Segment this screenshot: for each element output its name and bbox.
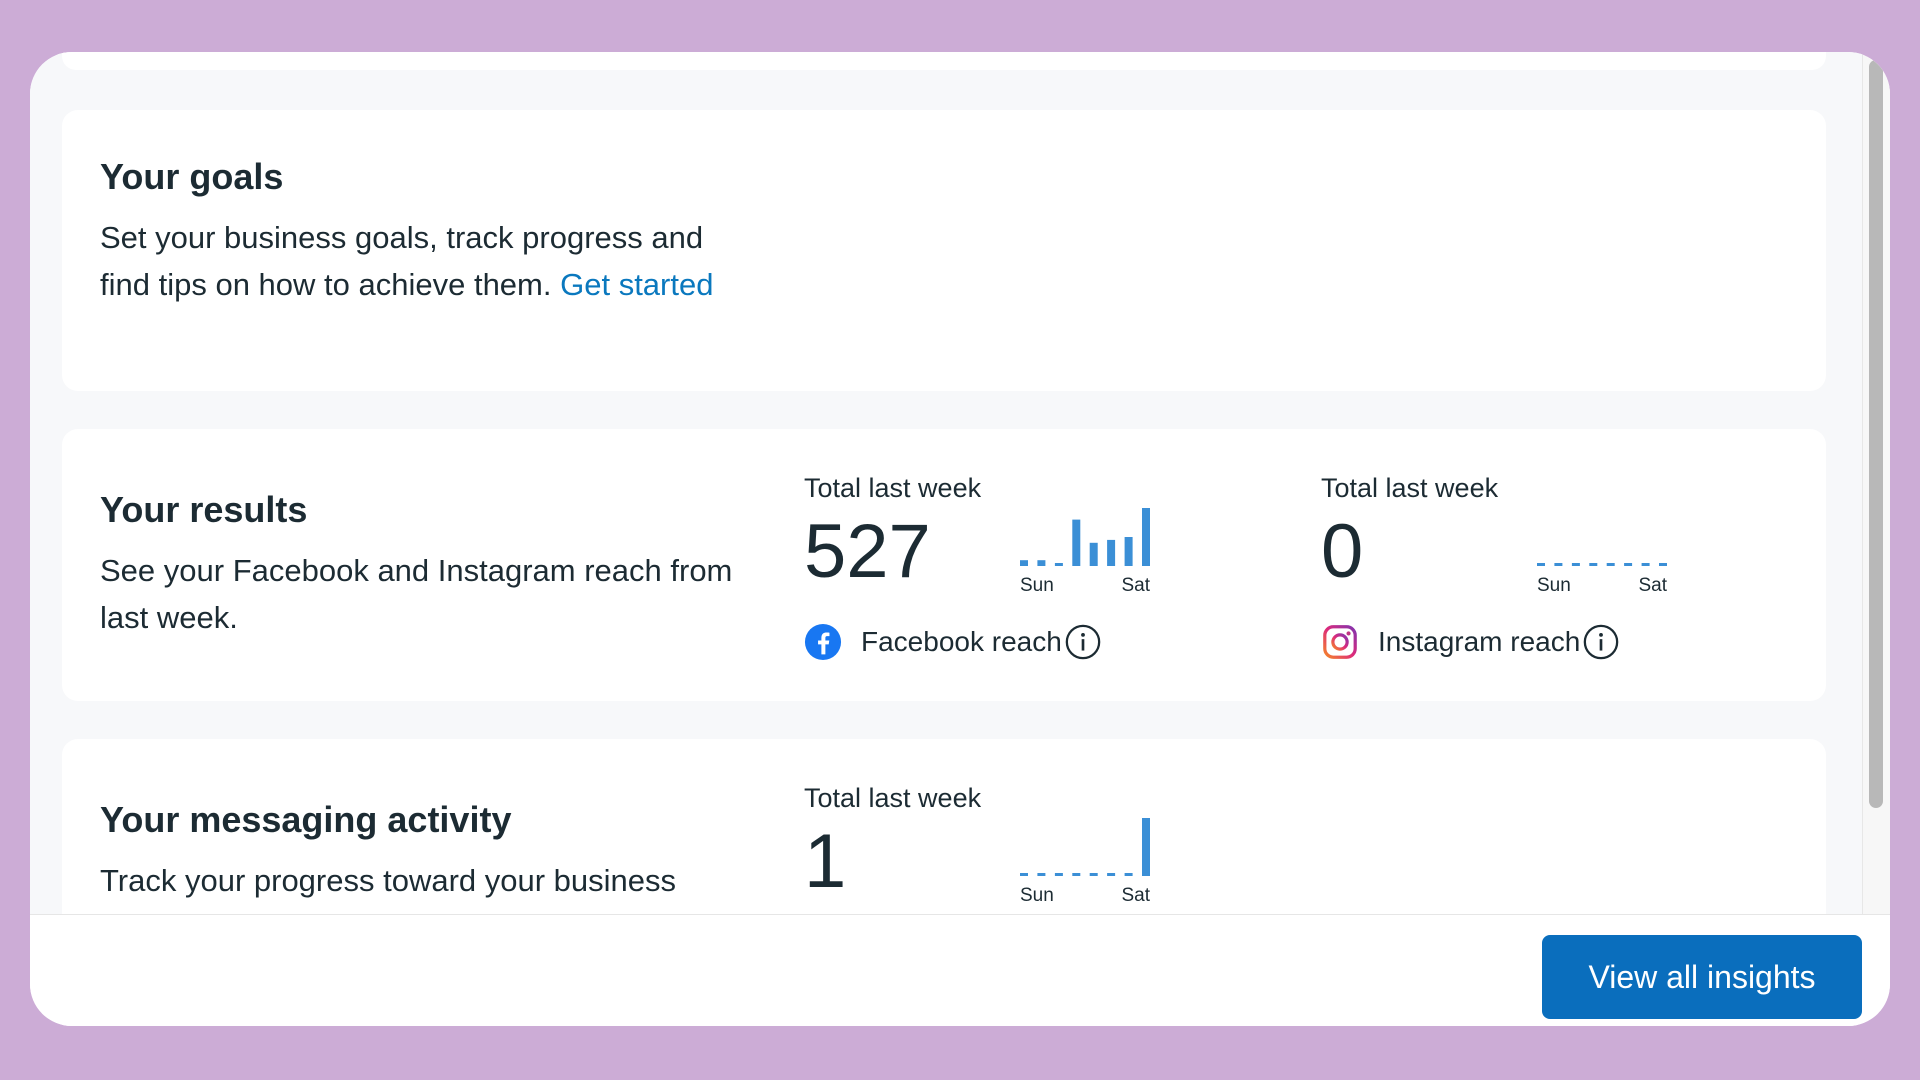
sparkline-bar [1142, 818, 1150, 876]
get-started-link[interactable]: Get started [560, 267, 714, 302]
view-all-insights-button[interactable]: View all insights [1542, 935, 1862, 1019]
sparkline-bar [1142, 508, 1150, 566]
instagram-icon [1323, 625, 1357, 659]
sparkline-empty-marker [1571, 563, 1580, 566]
sparkline-empty-marker [1554, 563, 1563, 566]
sparkline-bar [1107, 539, 1116, 566]
messaging-title: Your messaging activity [100, 799, 512, 840]
info-icon[interactable] [1064, 623, 1102, 661]
facebook-sparkline-end-label: Sat [1121, 575, 1150, 596]
insights-scroll-area[interactable]: Your goals Set your business goals, trac… [30, 52, 1862, 914]
messaging-sparkline-start-label: Sun [1020, 885, 1054, 906]
results-card: Your results See your Facebook and Insta… [62, 429, 1826, 701]
messaging-total-label: Total last week [804, 783, 982, 813]
messaging-sparkline-chart [1020, 818, 1150, 876]
messaging-description: Track your progress toward your business [100, 863, 677, 898]
facebook-icon [804, 623, 842, 661]
sparkline-empty-marker [1624, 563, 1633, 566]
previous-card-edge [62, 52, 1826, 70]
messaging-sparkline-end-label: Sat [1121, 885, 1150, 906]
instagram-sparkline-chart [1537, 563, 1667, 566]
sparkline-bar [1072, 519, 1081, 566]
goals-description-text: Set your business goals, track progress … [100, 220, 704, 302]
facebook-total-label: Total last week [804, 473, 982, 503]
sparkline-empty-marker [1659, 563, 1667, 566]
results-description: See your Facebook and Instagram reach fr… [100, 553, 733, 635]
facebook-total-value: 527 [804, 509, 931, 594]
sparkline-empty-marker [1054, 563, 1063, 566]
sparkline-bar [1124, 537, 1133, 566]
sparkline-empty-marker [1020, 873, 1028, 876]
scrollbar[interactable] [1862, 52, 1890, 914]
info-icon[interactable] [1582, 623, 1620, 661]
facebook-metric: Total last week 527 [804, 473, 981, 590]
insights-window: Your goals Set your business goals, trac… [30, 52, 1890, 1026]
sparkline-bar [1037, 560, 1046, 566]
instagram-sparkline-start-label: Sun [1537, 575, 1571, 596]
sparkline-empty-marker [1037, 873, 1046, 876]
sparkline-empty-marker [1641, 563, 1650, 566]
messaging-sparkline: Sun Sat [1020, 813, 1150, 913]
goals-title: Your goals [100, 156, 284, 197]
facebook-sparkline: Sun Sat [1020, 503, 1150, 603]
facebook-sparkline-start-label: Sun [1020, 575, 1054, 596]
sparkline-empty-marker [1107, 873, 1116, 876]
instagram-sparkline: Sun Sat [1537, 503, 1667, 603]
sparkline-bar [1020, 560, 1028, 566]
sparkline-empty-marker [1606, 563, 1615, 566]
footer-bar: View all insights [30, 914, 1890, 1026]
sparkline-empty-marker [1589, 563, 1598, 566]
results-title: Your results [100, 489, 308, 530]
messaging-metric: Total last week 1 [804, 783, 981, 900]
sparkline-empty-marker [1054, 873, 1063, 876]
sparkline-bar [1089, 542, 1098, 566]
facebook-sparkline-chart [1020, 508, 1150, 566]
instagram-reach-label: Instagram reach [1378, 626, 1581, 657]
sparkline-empty-marker [1072, 873, 1081, 876]
facebook-reach-legend: Facebook reach [804, 623, 1102, 661]
instagram-total-label: Total last week [1321, 473, 1499, 503]
instagram-metric: Total last week 0 [1321, 473, 1498, 590]
instagram-reach-legend: Instagram reach [1321, 623, 1620, 661]
instagram-total-value: 0 [1321, 509, 1364, 594]
sparkline-empty-marker [1124, 873, 1133, 876]
goals-card: Your goals Set your business goals, trac… [62, 110, 1826, 391]
instagram-sparkline-end-label: Sat [1638, 575, 1667, 596]
scrollbar-thumb[interactable] [1869, 60, 1883, 808]
messaging-total-value: 1 [804, 819, 847, 904]
goals-description: Set your business goals, track progress … [100, 214, 760, 308]
facebook-reach-label: Facebook reach [861, 626, 1062, 657]
sparkline-empty-marker [1537, 563, 1545, 566]
messaging-card: Your messaging activity Track your progr… [62, 739, 1826, 914]
sparkline-empty-marker [1089, 873, 1098, 876]
